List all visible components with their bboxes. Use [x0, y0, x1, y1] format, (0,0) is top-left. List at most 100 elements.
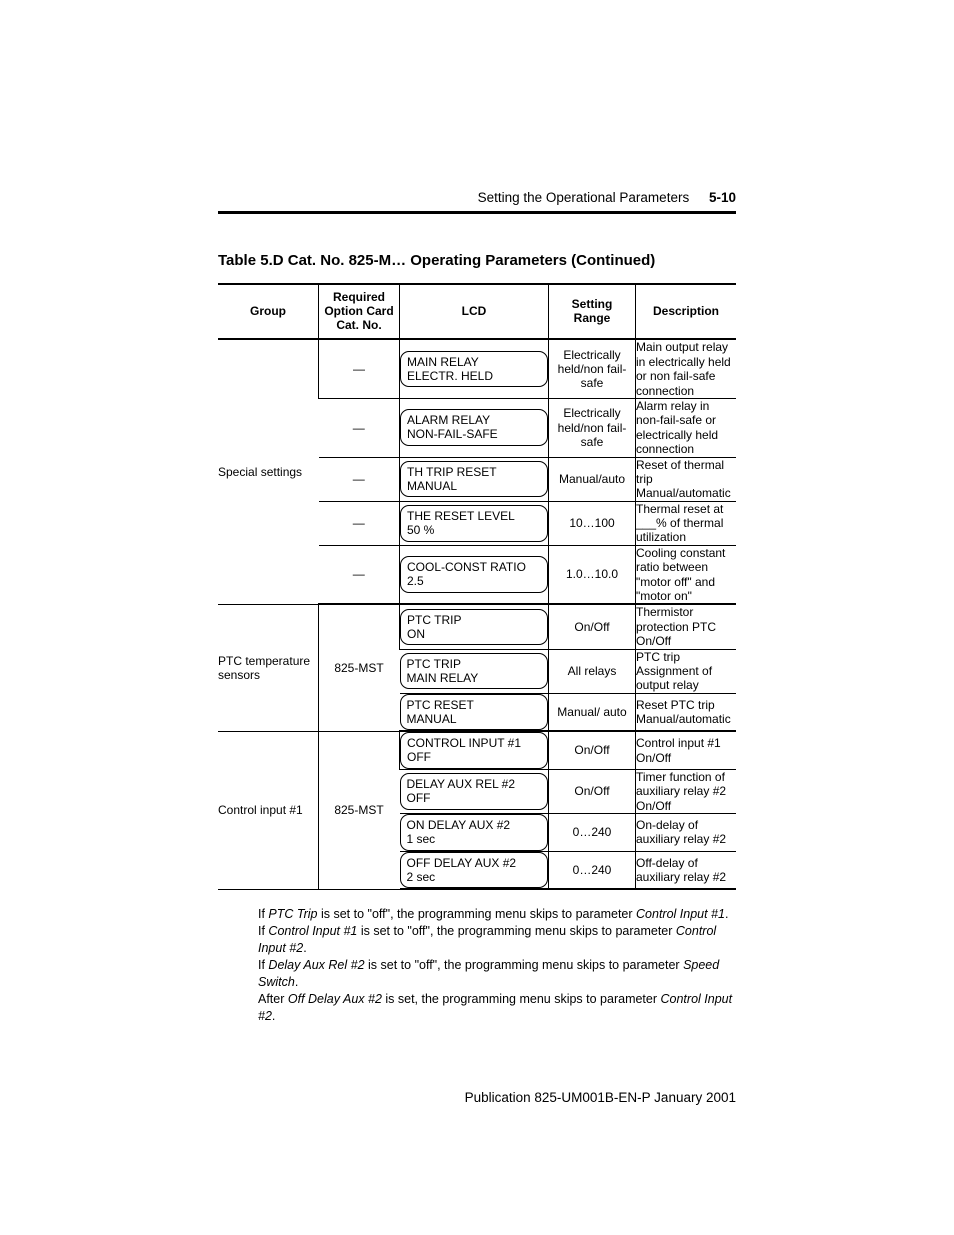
- table-header-row: Group Required Option Card Cat. No. LCD …: [218, 284, 736, 339]
- header-title: Setting the Operational Parameters: [478, 190, 690, 205]
- parameters-table: Group Required Option Card Cat. No. LCD …: [218, 283, 736, 890]
- cell-range: On/Off: [549, 731, 636, 769]
- lcd-line1: THE RESET LEVEL: [407, 510, 541, 524]
- lcd-line2: OFF: [407, 792, 542, 806]
- lcd-display: ON DELAY AUX #21 sec: [400, 814, 549, 851]
- footnote-line: If Delay Aux Rel #2 is set to "off", the…: [258, 957, 736, 991]
- lcd-line1: TH TRIP RESET: [407, 466, 541, 480]
- table-row: Special settings—MAIN RELAYELECTR. HELDE…: [218, 339, 736, 398]
- col-header-description: Description: [636, 284, 737, 339]
- page-number: 5-10: [709, 190, 736, 205]
- cell-description: On-delay of auxiliary relay #2: [636, 814, 737, 852]
- cell-required: —: [319, 398, 400, 457]
- lcd-line2: 50 %: [407, 524, 541, 538]
- lcd-line2: 2 sec: [407, 871, 542, 885]
- lcd-line2: MAIN RELAY: [407, 672, 542, 686]
- cell-range: Manual/ auto: [549, 693, 636, 731]
- cell-range: 0…240: [549, 814, 636, 852]
- cell-group: Special settings: [218, 339, 319, 604]
- lcd-line1: CONTROL INPUT #1: [407, 737, 541, 751]
- lcd-line1: OFF DELAY AUX #2: [407, 857, 542, 871]
- footnote-param: Control Input #1: [268, 924, 357, 938]
- cell-lcd: ON DELAY AUX #21 sec: [400, 814, 549, 852]
- cell-description: Timer function of auxiliary relay #2On/O…: [636, 769, 737, 813]
- lcd-display: OFF DELAY AUX #22 sec: [400, 852, 549, 889]
- lcd-line1: DELAY AUX REL #2: [407, 778, 542, 792]
- lcd-line2: 2.5: [407, 575, 541, 589]
- cell-lcd: CONTROL INPUT #1OFF: [400, 731, 549, 769]
- publication-line: Publication 825-UM001B-EN-P January 2001: [465, 1090, 736, 1105]
- cell-group: Control input #1: [218, 731, 319, 889]
- cell-range: On/Off: [549, 769, 636, 813]
- lcd-display: PTC RESETMANUAL: [400, 694, 549, 731]
- table-row: PTC temperature sensors825-MSTPTC TRIPON…: [218, 604, 736, 649]
- cell-range: 0…240: [549, 851, 636, 889]
- cell-required: 825-MST: [319, 604, 400, 731]
- lcd-line1: ON DELAY AUX #2: [407, 819, 542, 833]
- cell-description: Thermistor protection PTC On/Off: [636, 604, 737, 649]
- footnote-line: After Off Delay Aux #2 is set, the progr…: [258, 991, 736, 1025]
- cell-group: PTC temperature sensors: [218, 604, 319, 731]
- col-header-range: Setting Range: [549, 284, 636, 339]
- cell-required: 825-MST: [319, 731, 400, 889]
- lcd-line2: MANUAL: [407, 713, 542, 727]
- cell-range: Electrically held/non fail-safe: [549, 398, 636, 457]
- cell-description: Reset of thermal trip Manual/automatic: [636, 457, 737, 501]
- cell-description: Reset PTC trip Manual/automatic: [636, 693, 737, 731]
- cell-required: —: [319, 545, 400, 604]
- cell-lcd: PTC TRIPMAIN RELAY: [400, 649, 549, 693]
- lcd-display: ALARM RELAYNON-FAIL-SAFE: [400, 409, 548, 446]
- lcd-display: MAIN RELAYELECTR. HELD: [400, 351, 548, 388]
- cell-description: PTC tripAssignment of output relay: [636, 649, 737, 693]
- table-row: Control input #1825-MSTCONTROL INPUT #1O…: [218, 731, 736, 769]
- cell-description: Control input #1On/Off: [636, 731, 737, 769]
- cell-range: Manual/auto: [549, 457, 636, 501]
- cell-range: 1.0…10.0: [549, 545, 636, 604]
- cell-lcd: PTC TRIPON: [400, 604, 549, 649]
- lcd-line1: COOL-CONST RATIO: [407, 561, 541, 575]
- lcd-display: DELAY AUX REL #2OFF: [400, 773, 549, 810]
- lcd-display: CONTROL INPUT #1OFF: [400, 732, 548, 769]
- lcd-line1: PTC RESET: [407, 699, 542, 713]
- col-header-lcd: LCD: [400, 284, 549, 339]
- cell-lcd: TH TRIP RESETMANUAL: [400, 457, 549, 501]
- cell-lcd: THE RESET LEVEL50 %: [400, 501, 549, 545]
- lcd-line1: PTC TRIP: [407, 614, 541, 628]
- lcd-display: PTC TRIPMAIN RELAY: [400, 653, 549, 690]
- lcd-line1: ALARM RELAY: [407, 414, 541, 428]
- footnote-line: If Control Input #1 is set to "off", the…: [258, 923, 736, 957]
- footnote-line: If PTC Trip is set to "off", the program…: [258, 906, 736, 923]
- cell-required: —: [319, 501, 400, 545]
- lcd-display: PTC TRIPON: [400, 609, 548, 646]
- lcd-line1: MAIN RELAY: [407, 356, 541, 370]
- cell-lcd: DELAY AUX REL #2OFF: [400, 769, 549, 813]
- cell-lcd: COOL-CONST RATIO2.5: [400, 545, 549, 604]
- footnote-param: PTC Trip: [268, 907, 317, 921]
- lcd-line2: 1 sec: [407, 833, 542, 847]
- lcd-line1: PTC TRIP: [407, 658, 542, 672]
- footnote-param: Delay Aux Rel #2: [268, 958, 364, 972]
- cell-range: On/Off: [549, 604, 636, 649]
- table-caption: Table 5.D Cat. No. 825-M… Operating Para…: [218, 252, 736, 269]
- cell-lcd: PTC RESETMANUAL: [400, 693, 549, 731]
- footnotes: If PTC Trip is set to "off", the program…: [258, 906, 736, 1024]
- lcd-line2: OFF: [407, 751, 541, 765]
- cell-required: —: [319, 457, 400, 501]
- cell-range: Electrically held/non fail-safe: [549, 339, 636, 398]
- lcd-display: COOL-CONST RATIO2.5: [400, 556, 548, 593]
- col-header-group: Group: [218, 284, 319, 339]
- lcd-display: TH TRIP RESETMANUAL: [400, 461, 548, 498]
- footnote-param: Off Delay Aux #2: [288, 992, 382, 1006]
- document-page: Setting the Operational Parameters 5-10 …: [0, 0, 954, 1235]
- page-header: Setting the Operational Parameters 5-10: [218, 190, 736, 214]
- cell-description: Cooling constant ratio between "motor of…: [636, 545, 737, 604]
- footnote-target: Control Input #1: [636, 907, 725, 921]
- cell-lcd: OFF DELAY AUX #22 sec: [400, 851, 549, 889]
- lcd-line2: NON-FAIL-SAFE: [407, 428, 541, 442]
- col-header-required: Required Option Card Cat. No.: [319, 284, 400, 339]
- cell-lcd: MAIN RELAYELECTR. HELD: [400, 339, 549, 398]
- cell-description: Off-delay of auxiliary relay #2: [636, 851, 737, 889]
- cell-description: Main output relay in electrically held o…: [636, 339, 737, 398]
- cell-description: Thermal reset at ___% of thermal utiliza…: [636, 501, 737, 545]
- lcd-line2: MANUAL: [407, 480, 541, 494]
